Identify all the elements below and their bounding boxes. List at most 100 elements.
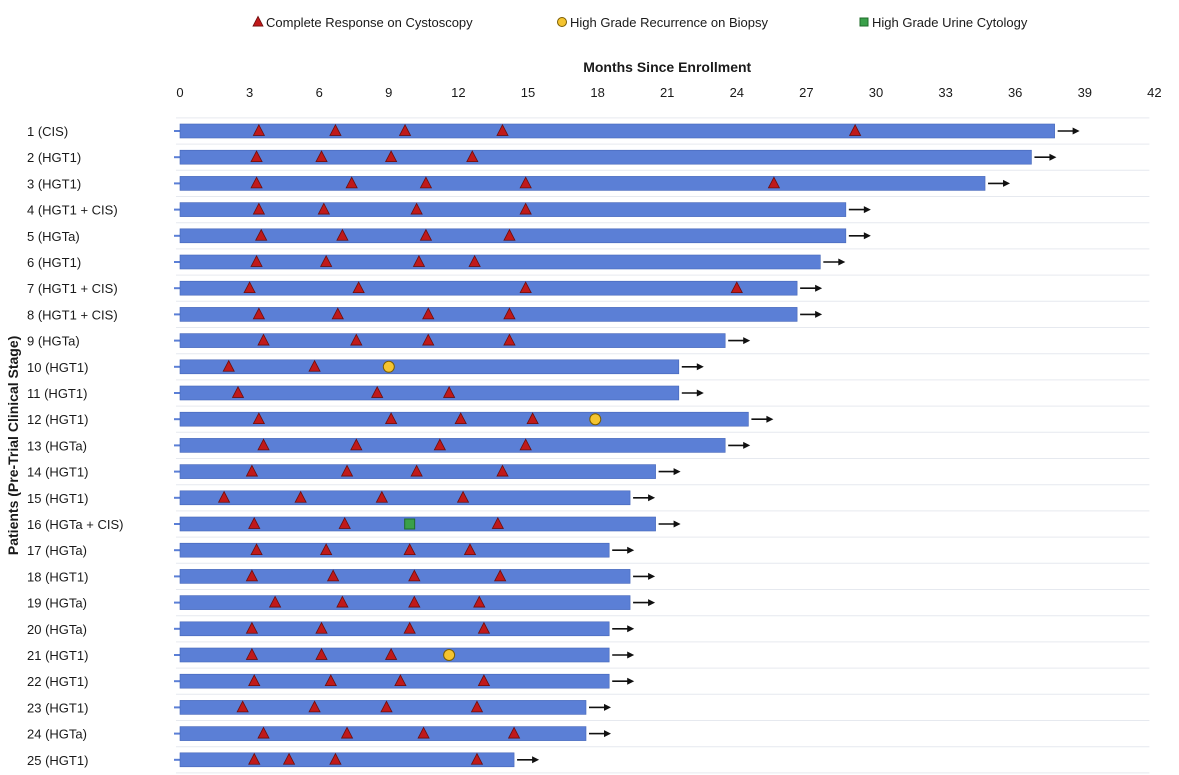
complete-response-marker xyxy=(252,412,266,425)
ongoing-arrowhead xyxy=(627,677,635,685)
ongoing-arrowhead xyxy=(696,363,704,371)
legend-entry: Complete Response on Cystoscopy xyxy=(252,15,473,30)
duration-bar xyxy=(179,542,610,558)
patient-row: 23 (HGT1) xyxy=(27,700,611,715)
legend-square-marker xyxy=(859,17,869,27)
patient-label: 20 (HGTa) xyxy=(27,622,87,637)
ongoing-arrowhead xyxy=(627,625,635,633)
duration-bar xyxy=(179,123,1055,139)
legend: Complete Response on Cystoscopy High Grad… xyxy=(252,15,1028,30)
duration-bar xyxy=(179,673,610,689)
complete-response-marker xyxy=(340,464,354,477)
ongoing-arrowhead xyxy=(648,494,656,502)
patient-label: 4 (HGT1 + CIS) xyxy=(27,203,118,218)
complete-response-marker xyxy=(456,490,470,503)
patient-label: 21 (HGT1) xyxy=(27,648,88,663)
ongoing-arrowhead xyxy=(815,310,823,318)
complete-response-marker xyxy=(248,516,261,529)
complete-response-marker xyxy=(503,333,516,346)
patient-row: 6 (HGT1) xyxy=(27,254,846,270)
complete-response-marker xyxy=(222,359,235,372)
complete-response-marker xyxy=(422,307,435,320)
x-axis-label: Months Since Enrollment xyxy=(583,59,751,75)
complete-response-marker xyxy=(308,700,321,713)
complete-response-marker xyxy=(470,700,484,713)
x-tick-label: 18 xyxy=(590,85,604,100)
duration-bar xyxy=(179,752,515,768)
complete-response-marker xyxy=(384,412,398,425)
complete-response-marker xyxy=(352,281,365,294)
patient-row: 12 (HGT1) xyxy=(27,411,774,427)
patient-label: 16 (HGTa + CIS) xyxy=(27,517,123,532)
legend-entry: High Grade Urine Cytology xyxy=(859,15,1028,30)
ongoing-arrowhead xyxy=(743,337,751,345)
ongoing-arrowhead xyxy=(604,730,611,738)
complete-response-marker xyxy=(324,674,337,687)
legend-label: High Grade Recurrence on Biopsy xyxy=(570,15,768,30)
patient-row: 1 (CIS) xyxy=(27,123,1080,139)
complete-response-marker xyxy=(248,674,261,687)
patient-label: 1 (CIS) xyxy=(27,124,68,139)
duration-bar xyxy=(179,438,726,453)
complete-response-marker xyxy=(477,621,491,634)
x-tick-label: 12 xyxy=(451,85,465,100)
complete-response-marker xyxy=(315,647,328,660)
duration-bar xyxy=(179,280,798,296)
patient-label: 6 (HGT1) xyxy=(27,255,81,270)
complete-response-marker xyxy=(403,621,416,634)
x-tick-label: 24 xyxy=(730,85,744,100)
complete-response-marker xyxy=(380,700,393,713)
recurrence-marker xyxy=(443,649,456,661)
complete-response-marker xyxy=(257,333,270,346)
patient-label: 18 (HGT1) xyxy=(27,569,88,584)
complete-response-marker xyxy=(526,412,539,425)
x-tick-label: 0 xyxy=(176,85,183,100)
patient-row: 3 (HGT1) xyxy=(27,176,1011,191)
complete-response-marker xyxy=(503,228,516,241)
patient-label: 5 (HGTa) xyxy=(27,229,80,244)
duration-bar xyxy=(179,254,821,270)
complete-response-marker xyxy=(252,307,266,320)
complete-response-marker xyxy=(422,333,435,346)
duration-bar xyxy=(179,595,631,610)
legend-label: Complete Response on Cystoscopy xyxy=(266,15,473,30)
patient-row: 8 (HGT1 + CIS) xyxy=(27,307,823,322)
complete-response-marker xyxy=(250,176,263,189)
patient-row: 25 (HGT1) xyxy=(27,752,540,768)
complete-response-marker xyxy=(496,464,509,477)
complete-response-marker xyxy=(255,228,268,241)
complete-response-marker xyxy=(245,647,259,660)
patient-label: 17 (HGTa) xyxy=(27,543,87,558)
complete-response-marker xyxy=(468,254,481,267)
duration-bar xyxy=(179,202,847,217)
patient-row: 5 (HGTa) xyxy=(27,228,871,244)
complete-response-marker xyxy=(419,176,433,189)
complete-response-marker xyxy=(463,543,477,556)
duration-bar xyxy=(179,621,610,637)
complete-response-marker xyxy=(412,254,426,267)
complete-response-marker xyxy=(350,333,363,346)
complete-response-marker xyxy=(384,647,398,660)
duration-bar xyxy=(179,490,631,506)
patient-label: 3 (HGT1) xyxy=(27,176,81,191)
complete-response-marker xyxy=(315,150,328,163)
complete-response-marker xyxy=(350,438,363,451)
x-tick-label: 42 xyxy=(1147,85,1161,100)
complete-response-marker xyxy=(519,281,532,294)
complete-response-marker xyxy=(252,202,266,215)
ongoing-arrowhead xyxy=(863,206,871,214)
duration-bar xyxy=(179,385,680,401)
patient-row: 11 (HGT1) xyxy=(27,385,704,401)
gridlines xyxy=(176,117,1150,774)
duration-bar xyxy=(179,149,1032,165)
ongoing-arrowhead xyxy=(648,599,656,607)
patient-row: 18 (HGT1) xyxy=(27,569,656,584)
legend-circle-marker xyxy=(557,17,567,27)
duration-bar xyxy=(179,726,587,741)
x-tick-label: 33 xyxy=(938,85,952,100)
ongoing-arrowhead xyxy=(627,546,635,554)
complete-response-marker xyxy=(394,674,407,687)
patient-label: 24 (HGTa) xyxy=(27,727,87,742)
complete-response-marker xyxy=(245,569,259,582)
patient-label: 9 (HGTa) xyxy=(27,334,80,349)
